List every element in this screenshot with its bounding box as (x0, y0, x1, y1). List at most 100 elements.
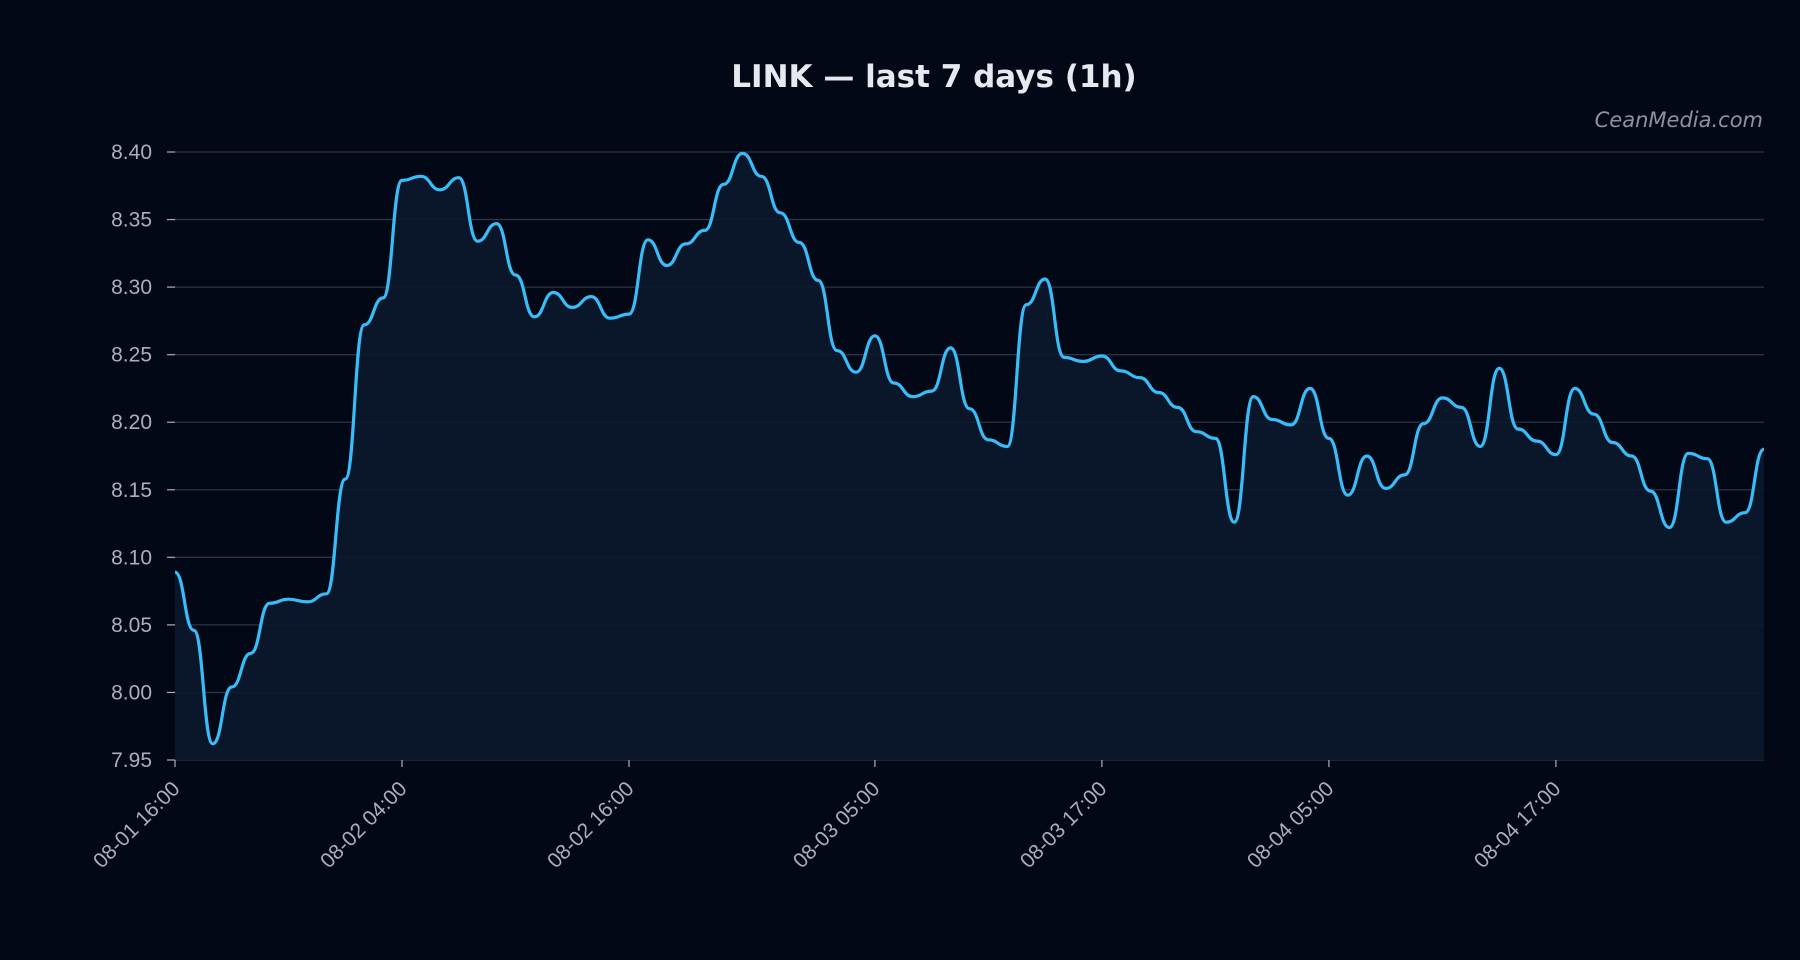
data-point-25 (646, 238, 649, 241)
data-point-33 (798, 241, 801, 244)
data-point-49 (1100, 355, 1103, 358)
data-point-19 (533, 315, 536, 318)
data-point-35 (836, 349, 839, 352)
data-point-59 (1290, 423, 1293, 426)
data-point-21 (571, 306, 574, 309)
data-point-73 (1554, 453, 1557, 456)
data-point-58 (1271, 418, 1274, 421)
x-tick-label-0: 08-01 16:00 (89, 777, 185, 873)
data-point-84 (1763, 448, 1766, 451)
x-tick-label-5: 08-04 05:00 (1243, 777, 1339, 873)
data-point-5 (268, 602, 271, 605)
data-point-8 (325, 592, 328, 595)
data-point-83 (1744, 511, 1747, 514)
data-point-22 (590, 295, 593, 298)
data-point-41 (949, 346, 952, 349)
data-point-1 (192, 629, 195, 632)
data-point-6 (287, 598, 290, 601)
data-point-34 (817, 279, 820, 282)
data-point-78 (1649, 490, 1652, 493)
data-point-27 (684, 242, 687, 245)
data-point-28 (703, 229, 706, 232)
data-point-2 (211, 742, 214, 745)
data-point-36 (855, 371, 858, 374)
data-point-9 (344, 477, 347, 480)
chart-title: LINK — last 7 days (1h) (731, 59, 1136, 95)
data-point-76 (1611, 441, 1614, 444)
data-point-3 (230, 686, 233, 689)
data-point-53 (1176, 406, 1179, 409)
y-tick-label-3: 8.10 (111, 546, 152, 569)
x-tick-label-2: 08-02 16:00 (543, 777, 639, 873)
data-point-80 (1687, 452, 1690, 455)
x-tick-label-3: 08-03 05:00 (789, 777, 885, 873)
data-point-13 (419, 175, 422, 178)
price-series-line (174, 151, 1765, 746)
data-point-44 (1006, 445, 1009, 448)
data-point-81 (1706, 457, 1709, 460)
data-point-43 (987, 438, 990, 441)
data-point-82 (1725, 521, 1728, 524)
y-tick-label-6: 8.25 (111, 344, 152, 367)
data-point-40 (930, 390, 933, 393)
data-point-46 (1044, 278, 1047, 281)
data-point-38 (892, 382, 895, 385)
data-point-11 (382, 296, 385, 299)
y-tick-label-5: 8.20 (111, 411, 152, 434)
data-point-60 (1309, 387, 1312, 390)
data-point-65 (1403, 473, 1406, 476)
data-point-54 (1195, 430, 1198, 433)
data-point-62 (1346, 494, 1349, 497)
data-point-72 (1536, 440, 1539, 443)
y-tick-label-4: 8.15 (111, 479, 152, 502)
data-point-20 (552, 291, 555, 294)
data-point-16 (476, 240, 479, 243)
data-point-30 (741, 152, 744, 155)
data-point-29 (722, 183, 725, 186)
data-point-45 (1025, 303, 1028, 306)
y-tick-label-1: 8.00 (111, 681, 152, 704)
y-axis-ticks: 7.95 8.00 8.05 8.10 8.15 8.20 8.25 8.30 8.35 8.40 (111, 141, 175, 772)
data-point-68 (1460, 406, 1463, 409)
y-tick-label-0: 7.95 (111, 749, 152, 772)
data-point-0 (174, 571, 177, 574)
data-point-7 (306, 600, 309, 603)
data-point-66 (1422, 422, 1425, 425)
data-point-47 (1063, 356, 1066, 359)
data-point-79 (1668, 526, 1671, 529)
y-tick-label-2: 8.05 (111, 614, 152, 637)
data-point-17 (495, 222, 498, 225)
data-point-4 (249, 652, 252, 655)
data-point-10 (363, 323, 366, 326)
data-point-26 (665, 264, 668, 267)
data-point-12 (401, 179, 404, 182)
x-tick-label-4: 08-03 17:00 (1016, 777, 1112, 873)
data-point-18 (514, 273, 517, 276)
data-point-69 (1479, 445, 1482, 448)
data-point-48 (1082, 360, 1085, 363)
data-point-52 (1157, 391, 1160, 394)
data-point-24 (628, 313, 631, 316)
x-tick-label-6: 08-04 17:00 (1470, 777, 1566, 873)
data-point-14 (438, 188, 441, 191)
data-point-23 (609, 317, 612, 320)
data-point-42 (968, 407, 971, 410)
data-point-77 (1630, 455, 1633, 458)
x-axis-ticks: 08-01 16:00 08-02 04:00 08-02 16:00 08-03 0… (89, 760, 1565, 873)
data-point-15 (457, 176, 460, 179)
data-point-51 (1138, 376, 1141, 379)
data-point-39 (911, 395, 914, 398)
data-point-63 (1365, 455, 1368, 458)
data-point-32 (779, 211, 782, 214)
data-point-67 (1441, 396, 1444, 399)
data-point-71 (1517, 427, 1520, 430)
x-tick-label-1: 08-02 04:00 (316, 777, 412, 873)
watermark: CeanMedia.com (1595, 108, 1763, 132)
y-tick-label-9: 8.40 (111, 141, 152, 164)
data-point-75 (1592, 413, 1595, 416)
y-tick-label-8: 8.35 (111, 209, 152, 232)
data-point-61 (1327, 437, 1330, 440)
data-point-70 (1498, 367, 1501, 370)
